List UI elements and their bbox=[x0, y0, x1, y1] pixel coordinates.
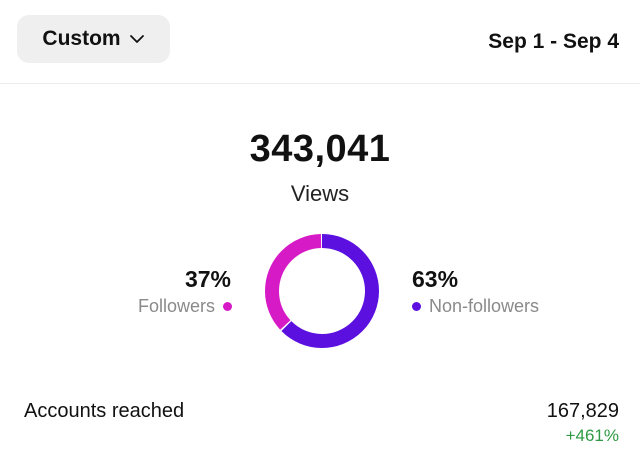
top-bar: Custom Sep 1 - Sep 4 bbox=[0, 0, 640, 84]
views-total: 343,041 bbox=[249, 128, 391, 170]
views-donut-chart bbox=[265, 234, 379, 348]
followers-percent: 37% bbox=[184, 266, 231, 292]
accounts-reached-value: 167,829 bbox=[546, 400, 619, 422]
followers-legend-dot bbox=[223, 302, 232, 311]
accounts-reached-label: Accounts reached bbox=[24, 400, 185, 422]
accounts-reached-change: +461% bbox=[565, 426, 619, 445]
followers-legend: Followers bbox=[138, 296, 232, 317]
chevron-down-icon bbox=[129, 35, 144, 43]
non-followers-segment bbox=[265, 234, 379, 348]
followers-segment bbox=[265, 234, 379, 348]
date-range-selector-button[interactable]: Custom bbox=[17, 15, 170, 63]
views-label: Views bbox=[290, 181, 350, 206]
followers-legend-label: Followers bbox=[137, 296, 215, 316]
non-followers-legend-dot bbox=[412, 302, 421, 311]
non-followers-legend-label: Non-followers bbox=[429, 296, 540, 316]
non-followers-legend: Non-followers bbox=[412, 296, 539, 317]
non-followers-percent: 63% bbox=[412, 266, 459, 292]
date-range-text: Sep 1 - Sep 4 bbox=[488, 30, 619, 53]
date-range-selector-label: Custom bbox=[42, 27, 121, 50]
